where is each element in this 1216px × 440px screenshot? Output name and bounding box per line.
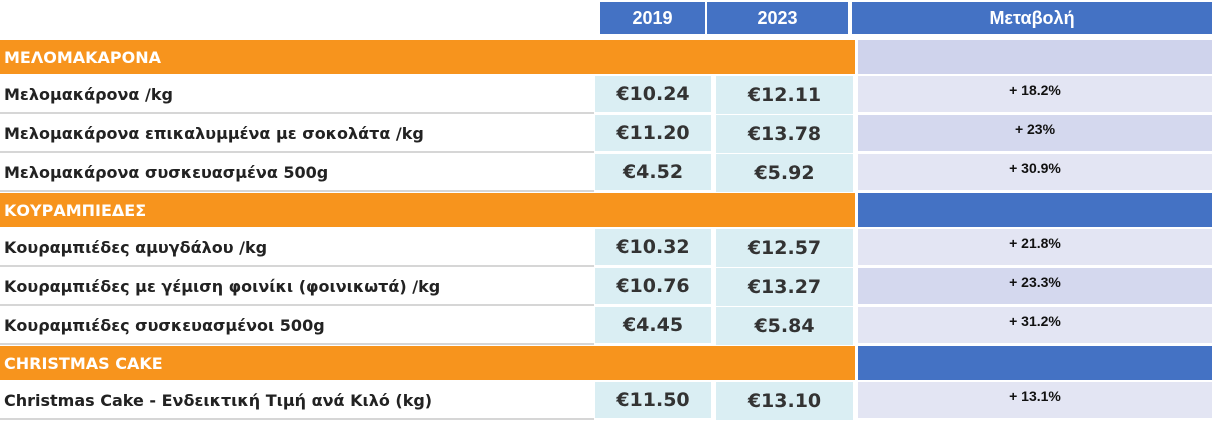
price-2019: €10.24 <box>595 76 711 112</box>
row-label: Μελομακάρονα συσκευασμένα 500g <box>0 154 594 192</box>
price-2019: €10.32 <box>595 229 711 265</box>
section-side <box>858 40 1212 74</box>
row-label: Μελομακάρονα επικαλυμμένα με σοκολάτα /k… <box>0 115 594 153</box>
price-2023: €5.92 <box>716 154 853 192</box>
change: + 21.8% <box>858 229 1212 265</box>
price-2023: €13.10 <box>716 382 853 420</box>
column-header: Μεταβολή <box>852 2 1212 34</box>
section-title: ΜΕΛΟΜΑΚΑΡΟΝΑ <box>0 40 855 74</box>
price-2019: €4.45 <box>595 307 711 343</box>
row-label: Κουραμπιέδες αμυγδάλου /kg <box>0 229 594 267</box>
change: + 23% <box>858 115 1212 151</box>
change: + 13.1% <box>858 382 1212 418</box>
price-2023: €12.11 <box>716 76 853 114</box>
change: + 30.9% <box>858 154 1212 190</box>
price-2023: €13.27 <box>716 268 853 306</box>
change: + 31.2% <box>858 307 1212 343</box>
row-label: Κουραμπιέδες συσκευασμένοι 500g <box>0 307 594 345</box>
price-2019: €10.76 <box>595 268 711 304</box>
row-label: Christmas Cake - Ενδεικτική Τιμή ανά Κιλ… <box>0 382 594 420</box>
price-2019: €11.50 <box>595 382 711 418</box>
column-header: 2023 <box>707 2 848 34</box>
row-label: Μελομακάρονα /kg <box>0 76 594 114</box>
column-header: 2019 <box>600 2 705 34</box>
row-label: Κουραμπιέδες με γέμιση φοινίκι (φοινικωτ… <box>0 268 594 306</box>
change: + 18.2% <box>858 76 1212 112</box>
section-title: ΚΟΥΡΑΜΠΙΕΔΕΣ <box>0 193 855 227</box>
section-title: CHRISTMAS CAKE <box>0 346 855 380</box>
change: + 23.3% <box>858 268 1212 304</box>
price-2023: €13.78 <box>716 115 853 153</box>
section-side <box>858 193 1212 227</box>
price-2019: €4.52 <box>595 154 711 190</box>
price-2023: €12.57 <box>716 229 853 267</box>
section-side <box>858 346 1212 380</box>
price-2023: €5.84 <box>716 307 853 345</box>
price-2019: €11.20 <box>595 115 711 151</box>
